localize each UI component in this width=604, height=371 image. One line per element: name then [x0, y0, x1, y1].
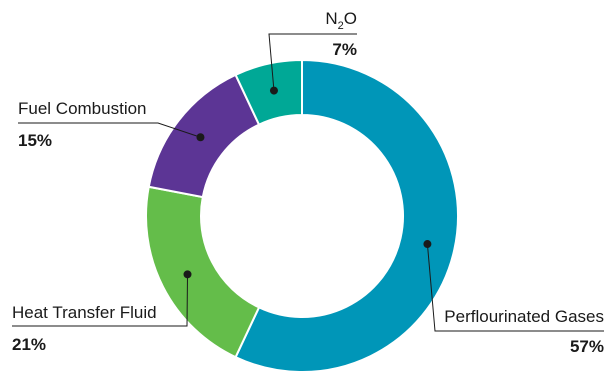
leader-dot	[183, 270, 192, 279]
callout-leaders	[12, 33, 604, 332]
leader-line	[268, 33, 357, 91]
slice-label-fuel-combustion: Fuel Combustion	[18, 99, 147, 118]
donut-slice-perflourinated-gases	[234, 58, 459, 371]
slice-label-n2o: N2O	[325, 9, 357, 32]
slice-value-n2o: 7%	[332, 40, 357, 59]
slice-label-perflourinated-gases: Perflourinated Gases	[444, 307, 604, 326]
leader-dot	[269, 86, 278, 95]
leader-line	[18, 122, 201, 138]
donut-slices	[145, 58, 459, 371]
slice-value-fuel-combustion: 15%	[18, 131, 52, 150]
leader-dot	[196, 133, 205, 142]
leader-dot	[423, 240, 432, 249]
leader-line	[426, 243, 604, 332]
slice-value-perflourinated-gases: 57%	[570, 337, 604, 356]
donut-slice-heat-transfer-fluid	[145, 185, 261, 359]
slice-label-heat-transfer-fluid: Heat Transfer Fluid	[12, 303, 157, 322]
slice-value-heat-transfer-fluid: 21%	[12, 335, 46, 354]
leader-line	[12, 274, 189, 327]
donut-slice-n2o	[234, 58, 303, 126]
